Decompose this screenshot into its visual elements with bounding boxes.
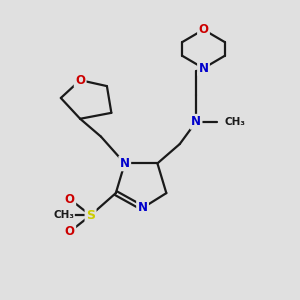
Text: N: N	[138, 202, 148, 214]
Text: CH₃: CH₃	[53, 210, 74, 220]
Text: O: O	[65, 193, 75, 206]
Text: S: S	[86, 209, 95, 222]
Text: N: N	[199, 62, 208, 75]
Text: O: O	[199, 23, 208, 36]
Text: N: N	[191, 115, 201, 128]
Text: O: O	[65, 225, 75, 238]
Text: CH₃: CH₃	[224, 117, 245, 127]
Text: O: O	[75, 74, 85, 87]
Text: N: N	[120, 157, 130, 170]
